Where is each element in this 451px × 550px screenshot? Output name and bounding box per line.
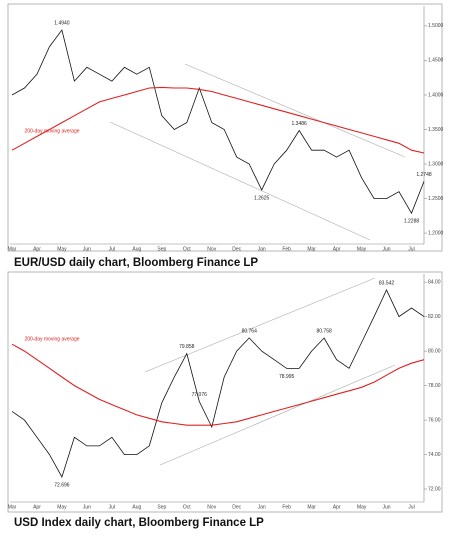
x-tick-label: Sep	[157, 246, 166, 252]
y-tick-label: 1.4000	[428, 92, 444, 98]
x-tick-label: Jun	[383, 246, 391, 252]
series-label: 200-day moving average	[24, 129, 79, 135]
value-label: 78.995	[279, 374, 295, 380]
y-tick-label: 1.5000	[428, 23, 444, 29]
y-tick-label: 80.00	[428, 348, 441, 354]
x-tick-label: Mar	[307, 246, 316, 252]
price-line	[11, 29, 425, 215]
x-tick-label: Apr	[333, 504, 341, 510]
chart-caption: USD Index daily chart, Bloomberg Finance…	[14, 517, 264, 529]
x-tick-label: Jul	[408, 504, 414, 510]
x-tick-label: May	[357, 246, 367, 252]
value-label: 72.696	[54, 482, 70, 488]
y-tick-label: 1.3500	[428, 127, 444, 133]
x-tick-label: Apr	[33, 504, 41, 510]
x-tick-label: May	[57, 504, 67, 510]
trend-line	[109, 121, 371, 241]
x-tick-label: Jun	[83, 246, 91, 252]
moving-average-line	[11, 343, 425, 426]
value-label: 1.2625	[254, 195, 270, 201]
value-label: 80.758	[316, 328, 332, 334]
value-label: 77.076	[192, 392, 208, 398]
x-tick-label: Jul	[109, 504, 115, 510]
x-tick-label: Sep	[157, 504, 166, 510]
x-tick-label: Apr	[33, 246, 41, 252]
y-tick-label: 1.3000	[428, 161, 444, 167]
x-tick-label: Jul	[408, 246, 414, 252]
chart-frame	[7, 271, 443, 513]
y-tick-label: 78.00	[428, 383, 441, 389]
value-label: 79.858	[179, 344, 195, 350]
value-label: 1.2748	[416, 172, 432, 178]
x-tick-label: Oct	[183, 246, 191, 252]
y-tick-label: 1.2000	[428, 230, 444, 236]
x-tick-label: Oct	[183, 504, 191, 510]
value-label: 1.4940	[54, 20, 70, 26]
x-tick-label: Aug	[132, 246, 141, 252]
series-label: 200-day moving average	[24, 336, 79, 342]
x-tick-label: Feb	[282, 246, 291, 252]
y-tick-label: 74.00	[428, 452, 441, 458]
value-label: 1.2288	[404, 219, 420, 225]
moving-average-line	[11, 86, 425, 154]
x-tick-label: May	[57, 246, 67, 252]
x-tick-label: Jun	[383, 504, 391, 510]
x-tick-label: Jan	[258, 504, 266, 510]
x-tick-label: Mar	[307, 504, 316, 510]
trend-line	[159, 364, 396, 466]
trend-line	[144, 277, 376, 373]
x-tick-label: Dec	[232, 504, 241, 510]
y-tick-label: 84.00	[428, 279, 441, 285]
x-tick-label: Mar	[8, 246, 17, 252]
x-tick-label: Jul	[109, 246, 115, 252]
x-tick-label: Nov	[207, 504, 216, 510]
x-tick-label: Apr	[333, 246, 341, 252]
x-tick-label: Feb	[282, 504, 291, 510]
value-label: 1.3486	[292, 121, 308, 127]
y-tick-label: 72.00	[428, 486, 441, 492]
y-tick-label: 76.00	[428, 417, 441, 423]
value-label: 83.542	[379, 280, 395, 286]
x-tick-label: Mar	[8, 504, 17, 510]
x-tick-label: Aug	[132, 504, 141, 510]
y-tick-label: 1.4500	[428, 58, 444, 64]
x-tick-label: May	[357, 504, 367, 510]
x-tick-label: Nov	[207, 246, 216, 252]
trend-line	[184, 63, 406, 158]
chart-caption: EUR/USD daily chart, Bloomberg Finance L…	[14, 257, 258, 269]
value-label: 80.764	[242, 328, 258, 334]
x-tick-label: Jun	[83, 504, 91, 510]
x-tick-label: Dec	[232, 246, 241, 252]
x-tick-label: Jan	[258, 246, 266, 252]
chart-frame	[7, 3, 443, 252]
y-tick-label: 1.2500	[428, 196, 444, 202]
y-tick-label: 82.00	[428, 314, 441, 320]
price-line	[11, 289, 425, 479]
